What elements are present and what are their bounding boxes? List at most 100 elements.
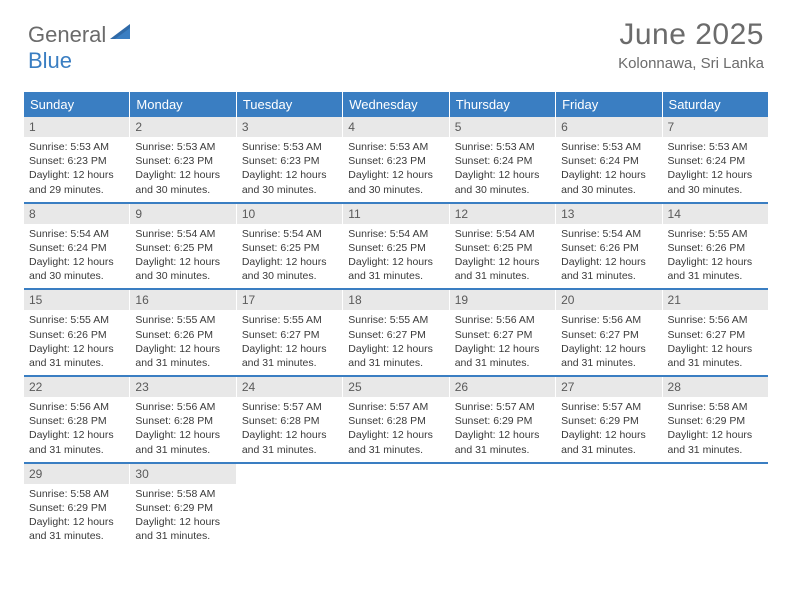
calendar-week-row: 15Sunrise: 5:55 AMSunset: 6:26 PMDayligh…: [24, 290, 768, 377]
day-details: Sunrise: 5:55 AMSunset: 6:26 PMDaylight:…: [663, 224, 768, 289]
day-details: Sunrise: 5:55 AMSunset: 6:26 PMDaylight:…: [130, 310, 235, 375]
day-details: Sunrise: 5:57 AMSunset: 6:29 PMDaylight:…: [450, 397, 555, 462]
day-header: Monday: [130, 92, 236, 117]
day-details: Sunrise: 5:56 AMSunset: 6:28 PMDaylight:…: [24, 397, 129, 462]
day-number: 15: [24, 290, 129, 310]
day-number: 19: [450, 290, 555, 310]
day-header: Tuesday: [237, 92, 343, 117]
day-details: Sunrise: 5:57 AMSunset: 6:28 PMDaylight:…: [237, 397, 342, 462]
day-details: Sunrise: 5:53 AMSunset: 6:23 PMDaylight:…: [130, 137, 235, 202]
calendar-day-cell: 26Sunrise: 5:57 AMSunset: 6:29 PMDayligh…: [450, 377, 556, 462]
calendar-day-cell: 20Sunrise: 5:56 AMSunset: 6:27 PMDayligh…: [556, 290, 662, 375]
calendar-day-cell: 15Sunrise: 5:55 AMSunset: 6:26 PMDayligh…: [24, 290, 130, 375]
calendar-day-cell: 3Sunrise: 5:53 AMSunset: 6:23 PMDaylight…: [237, 117, 343, 202]
day-details: Sunrise: 5:54 AMSunset: 6:25 PMDaylight:…: [237, 224, 342, 289]
logo-text-blue: Blue: [28, 48, 72, 73]
day-details: Sunrise: 5:54 AMSunset: 6:25 PMDaylight:…: [130, 224, 235, 289]
day-details: Sunrise: 5:58 AMSunset: 6:29 PMDaylight:…: [130, 484, 235, 549]
calendar-week-row: 22Sunrise: 5:56 AMSunset: 6:28 PMDayligh…: [24, 377, 768, 464]
calendar-day-cell: 21Sunrise: 5:56 AMSunset: 6:27 PMDayligh…: [663, 290, 768, 375]
day-details: Sunrise: 5:56 AMSunset: 6:27 PMDaylight:…: [663, 310, 768, 375]
calendar-week-row: 29Sunrise: 5:58 AMSunset: 6:29 PMDayligh…: [24, 464, 768, 549]
day-details: Sunrise: 5:53 AMSunset: 6:23 PMDaylight:…: [24, 137, 129, 202]
day-number: 17: [237, 290, 342, 310]
day-details: Sunrise: 5:53 AMSunset: 6:23 PMDaylight:…: [343, 137, 448, 202]
day-header: Thursday: [450, 92, 556, 117]
calendar-day-cell: 5Sunrise: 5:53 AMSunset: 6:24 PMDaylight…: [450, 117, 556, 202]
day-number: 11: [343, 204, 448, 224]
calendar-day-cell: 10Sunrise: 5:54 AMSunset: 6:25 PMDayligh…: [237, 204, 343, 289]
calendar-day-cell: 4Sunrise: 5:53 AMSunset: 6:23 PMDaylight…: [343, 117, 449, 202]
calendar-week-row: 8Sunrise: 5:54 AMSunset: 6:24 PMDaylight…: [24, 204, 768, 291]
logo-text-general: General: [28, 22, 106, 47]
calendar-day-cell: 23Sunrise: 5:56 AMSunset: 6:28 PMDayligh…: [130, 377, 236, 462]
day-details: Sunrise: 5:54 AMSunset: 6:26 PMDaylight:…: [556, 224, 661, 289]
day-details: Sunrise: 5:55 AMSunset: 6:26 PMDaylight:…: [24, 310, 129, 375]
calendar-day-cell: 28Sunrise: 5:58 AMSunset: 6:29 PMDayligh…: [663, 377, 768, 462]
day-number: 7: [663, 117, 768, 137]
calendar-day-cell: 16Sunrise: 5:55 AMSunset: 6:26 PMDayligh…: [130, 290, 236, 375]
day-details: Sunrise: 5:53 AMSunset: 6:23 PMDaylight:…: [237, 137, 342, 202]
day-details: Sunrise: 5:54 AMSunset: 6:24 PMDaylight:…: [24, 224, 129, 289]
calendar-day-cell: 1Sunrise: 5:53 AMSunset: 6:23 PMDaylight…: [24, 117, 130, 202]
day-details: Sunrise: 5:55 AMSunset: 6:27 PMDaylight:…: [343, 310, 448, 375]
day-number: 1: [24, 117, 129, 137]
day-details: Sunrise: 5:54 AMSunset: 6:25 PMDaylight:…: [450, 224, 555, 289]
day-number: 18: [343, 290, 448, 310]
day-number: 2: [130, 117, 235, 137]
day-number: 29: [24, 464, 129, 484]
day-details: Sunrise: 5:55 AMSunset: 6:27 PMDaylight:…: [237, 310, 342, 375]
day-number: 28: [663, 377, 768, 397]
calendar-day-cell: 22Sunrise: 5:56 AMSunset: 6:28 PMDayligh…: [24, 377, 130, 462]
day-number: 10: [237, 204, 342, 224]
calendar-week-row: 1Sunrise: 5:53 AMSunset: 6:23 PMDaylight…: [24, 117, 768, 204]
day-header: Friday: [556, 92, 662, 117]
day-number: 26: [450, 377, 555, 397]
day-number: 24: [237, 377, 342, 397]
day-number: 16: [130, 290, 235, 310]
header: June 2025 Kolonnawa, Sri Lanka: [618, 18, 764, 72]
calendar-day-cell: 13Sunrise: 5:54 AMSunset: 6:26 PMDayligh…: [556, 204, 662, 289]
calendar-day-cell: [663, 464, 768, 549]
day-details: Sunrise: 5:58 AMSunset: 6:29 PMDaylight:…: [663, 397, 768, 462]
day-number: 4: [343, 117, 448, 137]
day-number: 6: [556, 117, 661, 137]
logo: General Blue: [28, 22, 134, 74]
calendar-table: SundayMondayTuesdayWednesdayThursdayFrid…: [24, 92, 768, 548]
calendar-day-cell: [450, 464, 556, 549]
day-number: 14: [663, 204, 768, 224]
day-details: Sunrise: 5:57 AMSunset: 6:29 PMDaylight:…: [556, 397, 661, 462]
day-details: Sunrise: 5:56 AMSunset: 6:27 PMDaylight:…: [450, 310, 555, 375]
calendar-day-cell: [237, 464, 343, 549]
day-header: Wednesday: [343, 92, 449, 117]
day-number: 12: [450, 204, 555, 224]
day-header: Saturday: [663, 92, 768, 117]
calendar-day-cell: 14Sunrise: 5:55 AMSunset: 6:26 PMDayligh…: [663, 204, 768, 289]
day-number: 20: [556, 290, 661, 310]
calendar-day-cell: 2Sunrise: 5:53 AMSunset: 6:23 PMDaylight…: [130, 117, 236, 202]
day-number: 23: [130, 377, 235, 397]
day-number: 21: [663, 290, 768, 310]
day-number: 25: [343, 377, 448, 397]
day-details: Sunrise: 5:53 AMSunset: 6:24 PMDaylight:…: [663, 137, 768, 202]
day-header: Sunday: [24, 92, 130, 117]
calendar-day-cell: 12Sunrise: 5:54 AMSunset: 6:25 PMDayligh…: [450, 204, 556, 289]
day-details: Sunrise: 5:56 AMSunset: 6:28 PMDaylight:…: [130, 397, 235, 462]
day-details: Sunrise: 5:56 AMSunset: 6:27 PMDaylight:…: [556, 310, 661, 375]
calendar-day-cell: 7Sunrise: 5:53 AMSunset: 6:24 PMDaylight…: [663, 117, 768, 202]
day-number: 5: [450, 117, 555, 137]
calendar-day-cell: 24Sunrise: 5:57 AMSunset: 6:28 PMDayligh…: [237, 377, 343, 462]
day-number: 9: [130, 204, 235, 224]
day-details: Sunrise: 5:57 AMSunset: 6:28 PMDaylight:…: [343, 397, 448, 462]
calendar-day-cell: 19Sunrise: 5:56 AMSunset: 6:27 PMDayligh…: [450, 290, 556, 375]
day-number: 13: [556, 204, 661, 224]
day-number: 27: [556, 377, 661, 397]
day-number: 8: [24, 204, 129, 224]
calendar-day-cell: [556, 464, 662, 549]
calendar-day-cell: 8Sunrise: 5:54 AMSunset: 6:24 PMDaylight…: [24, 204, 130, 289]
calendar-day-cell: 17Sunrise: 5:55 AMSunset: 6:27 PMDayligh…: [237, 290, 343, 375]
calendar-header-row: SundayMondayTuesdayWednesdayThursdayFrid…: [24, 92, 768, 117]
location-subtitle: Kolonnawa, Sri Lanka: [618, 55, 764, 72]
calendar-day-cell: [343, 464, 449, 549]
calendar-day-cell: 6Sunrise: 5:53 AMSunset: 6:24 PMDaylight…: [556, 117, 662, 202]
